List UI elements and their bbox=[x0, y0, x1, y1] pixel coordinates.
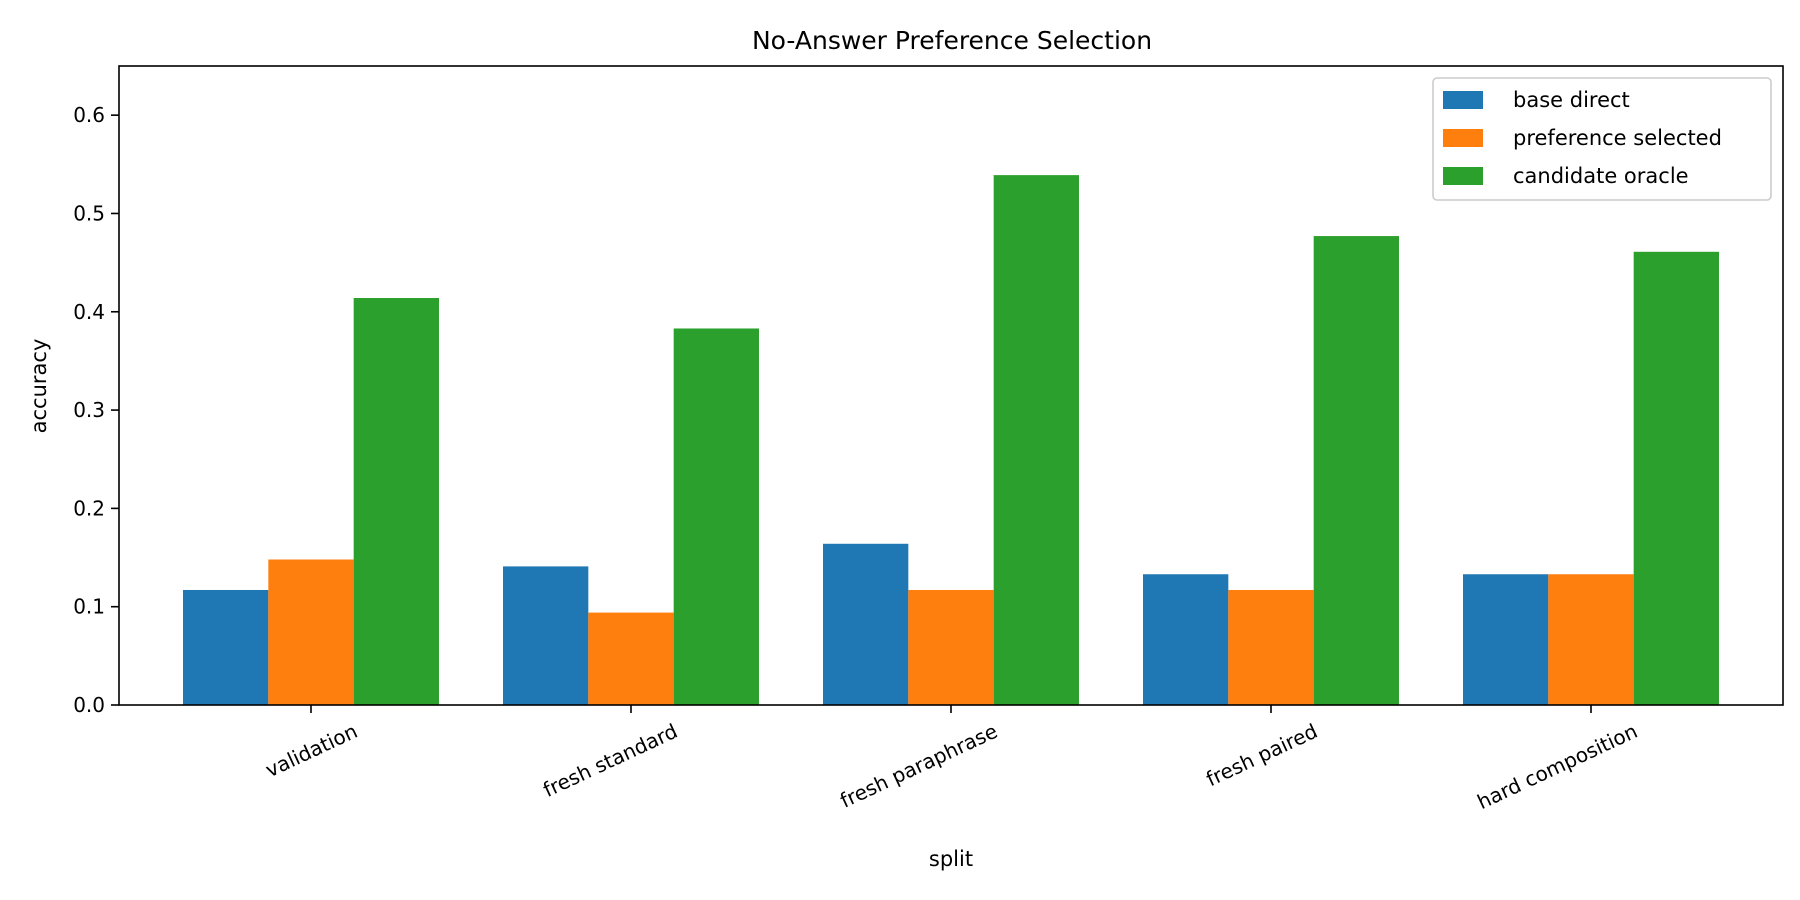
legend-label-3: candidate oracle bbox=[1513, 164, 1689, 188]
bar-series-3-4 bbox=[1313, 236, 1399, 705]
y-tick-label: 0.5 bbox=[73, 201, 105, 225]
bar-series-3-5 bbox=[1633, 251, 1719, 706]
x-axis-label: split bbox=[929, 847, 973, 871]
bar-series-3-2 bbox=[673, 328, 759, 705]
bar-series-2-3 bbox=[908, 589, 994, 705]
bar-series-1-1 bbox=[183, 589, 269, 705]
bars-layer bbox=[183, 175, 1719, 706]
legend-swatch-2 bbox=[1443, 129, 1483, 147]
legend: base direct preference selected candidate … bbox=[1432, 77, 1772, 201]
bar-series-2-2 bbox=[588, 612, 674, 705]
bar-series-3-1 bbox=[353, 298, 439, 705]
bar-series-3-3 bbox=[993, 175, 1079, 705]
y-tick-label: 0.6 bbox=[73, 103, 105, 127]
bar-series-1-4 bbox=[1143, 574, 1229, 705]
legend-label-2: preference selected bbox=[1513, 126, 1722, 150]
series-3 bbox=[353, 175, 1719, 706]
y-tick-label: 0.1 bbox=[73, 595, 105, 619]
bar-series-2-5 bbox=[1548, 574, 1634, 705]
legend-swatch-1 bbox=[1443, 91, 1483, 109]
bar-series-1-5 bbox=[1463, 574, 1549, 705]
series-2 bbox=[268, 559, 1634, 705]
y-tick-label: 0.2 bbox=[73, 496, 105, 520]
legend-swatch-3 bbox=[1443, 167, 1483, 185]
y-axis-label: accuracy bbox=[27, 339, 51, 434]
legend-box bbox=[1432, 77, 1772, 201]
y-tick-label: 0.3 bbox=[73, 398, 105, 422]
bar-series-1-3 bbox=[823, 543, 909, 705]
bar-series-1-2 bbox=[503, 566, 589, 705]
y-axis: 0.0 0.1 0.2 0.3 0.4 0.5 0.6 bbox=[73, 103, 119, 717]
y-tick-label: 0.4 bbox=[73, 300, 105, 324]
chart-title: No-Answer Preference Selection bbox=[752, 26, 1152, 55]
series-1 bbox=[183, 543, 1549, 705]
bar-series-2-4 bbox=[1228, 589, 1314, 705]
bar-series-2-1 bbox=[268, 559, 354, 705]
y-tick-label: 0.0 bbox=[73, 693, 105, 717]
legend-label-1: base direct bbox=[1513, 88, 1630, 112]
